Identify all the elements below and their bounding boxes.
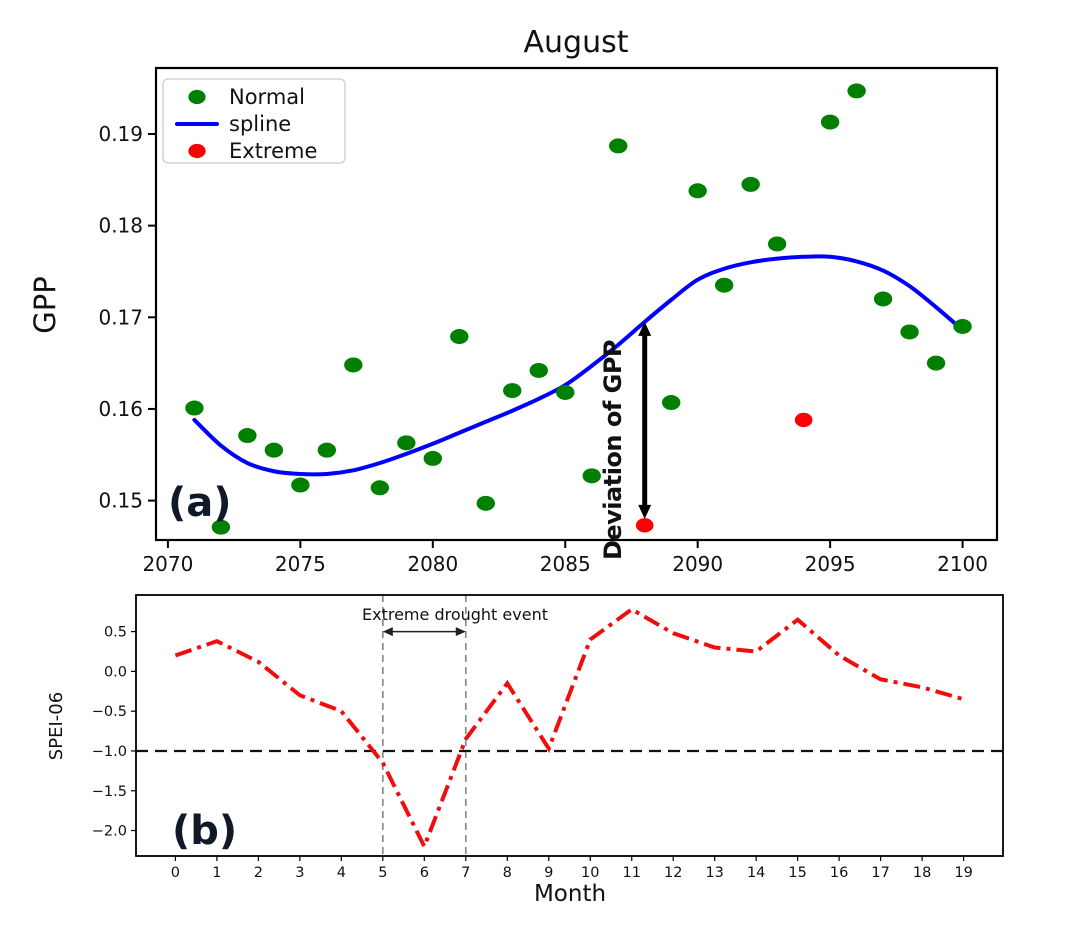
normal-point	[370, 480, 390, 496]
normal-point	[211, 519, 231, 535]
normal-point	[344, 357, 363, 373]
plot-a: 2070 2075 2080 2085 2090 2095 2100 0.15 0.16 0.17…	[28, 25, 999, 576]
plot-b-frame	[135, 594, 1004, 857]
normal-point	[847, 83, 866, 99]
drought-arrow-head-right	[455, 627, 466, 637]
drought-arrow-head-left	[382, 627, 393, 637]
normal-point	[714, 277, 734, 293]
normal-point	[820, 114, 840, 130]
normal-point	[291, 477, 310, 493]
plot-a-y-axis-label: GPP	[28, 276, 62, 333]
x-tick-label: 18	[913, 865, 931, 881]
plot-b-x-axis-label: Month	[534, 881, 606, 907]
y-tick-label: 0.0	[104, 664, 127, 680]
y-tick-label: 0.15	[98, 489, 143, 513]
normal-point	[767, 236, 787, 252]
plot-b-data-layer: 0 1 2 3 4 5 6 7 8 9 10 11 12 13 14 15 16 17 18 190.50.0−0.5…	[92, 595, 1003, 881]
x-tick-label: 12	[664, 865, 682, 881]
x-tick-label: 5	[378, 865, 387, 881]
normal-point	[503, 383, 522, 399]
x-tick-label: 15	[788, 865, 806, 881]
normal-point	[741, 176, 760, 192]
normal-point	[900, 324, 919, 340]
legend-extreme-label: Extreme	[229, 139, 317, 163]
x-tick-label: 2085	[540, 552, 591, 576]
legend-box	[162, 78, 346, 164]
plot-a-data-layer: 2070 2075 2080 2085 2090 2095 2100 0.15 0.16 0.17…	[98, 83, 988, 576]
normal-point	[556, 384, 575, 400]
x-tick-label: 16	[830, 865, 848, 881]
panel-a-label: (a)	[168, 480, 232, 526]
y-tick-label: 0.18	[98, 214, 143, 238]
normal-point	[661, 395, 681, 411]
x-tick-label: 17	[871, 865, 889, 881]
spline-curve	[192, 254, 965, 477]
x-tick-label: 13	[705, 865, 723, 881]
plot-b-y-axis-label: SPEI-06	[46, 692, 67, 760]
x-tick-label: 19	[954, 865, 972, 881]
x-tick-label: 4	[337, 865, 346, 881]
x-tick-label: 2	[254, 865, 263, 881]
normal-point	[450, 329, 469, 345]
x-tick-label: 2095	[805, 552, 856, 576]
x-tick-label: 2090	[672, 552, 723, 576]
y-tick-label: 0.19	[98, 122, 143, 146]
y-tick-label: 0.17	[98, 305, 143, 329]
x-tick-label: 2100	[937, 552, 988, 576]
legend-normal-dot-icon	[188, 89, 206, 105]
x-tick-label: 1	[212, 865, 221, 881]
normal-point	[317, 442, 337, 458]
y-tick-label: −2.0	[92, 824, 127, 840]
legend-extreme-dot-icon	[188, 143, 206, 159]
normal-point	[397, 435, 416, 451]
normal-point	[609, 138, 628, 154]
x-tick-label: 11	[622, 865, 640, 881]
normal-point	[582, 468, 601, 484]
deviation-arrow-head-down	[638, 504, 652, 519]
normal-point	[873, 291, 893, 307]
x-tick-label: 7	[461, 865, 470, 881]
normal-point	[238, 428, 257, 444]
plot-a-title: August	[524, 25, 629, 60]
plot-a-frame	[154, 66, 999, 542]
normal-point	[185, 400, 204, 416]
x-tick-label: 10	[581, 865, 599, 881]
legend-spline-label: spline	[229, 112, 291, 136]
plot-a-legend: Normal spline Extreme	[162, 78, 346, 164]
x-tick-label: 2080	[407, 552, 458, 576]
extreme-point	[635, 518, 654, 533]
normal-point	[476, 495, 495, 511]
y-tick-label: 0.16	[98, 397, 143, 421]
x-tick-label: 2070	[142, 552, 193, 576]
y-tick-label: −0.5	[92, 704, 127, 720]
x-tick-label: 6	[420, 865, 429, 881]
drought-event-annotation-label: Extreme drought event	[362, 605, 548, 624]
y-tick-label: −1.0	[92, 744, 127, 760]
normal-point	[688, 183, 707, 199]
y-tick-label: 0.5	[104, 625, 127, 641]
deviation-arrow-head-up	[638, 321, 652, 336]
normal-point	[529, 362, 548, 378]
normal-point	[264, 442, 284, 458]
normal-point	[926, 355, 946, 371]
x-tick-label: 14	[747, 865, 765, 881]
x-tick-label: 3	[295, 865, 304, 881]
spei-line	[174, 606, 965, 852]
x-tick-label: 9	[544, 865, 553, 881]
normal-point	[953, 318, 972, 334]
deviation-annotation-label: Deviation of GPP	[599, 340, 627, 560]
plot-b: 0 1 2 3 4 5 6 7 8 9 10 11 12 13 14 15 16 17 18 190.50.0−0.5…	[46, 594, 1004, 907]
panel-b-label: (b)	[172, 808, 237, 854]
x-tick-label: 2075	[275, 552, 326, 576]
legend-normal-label: Normal	[229, 85, 305, 109]
y-tick-label: −1.5	[92, 784, 127, 800]
x-tick-label: 0	[171, 865, 180, 881]
x-tick-label: 8	[503, 865, 512, 881]
normal-point	[423, 450, 443, 466]
extreme-point	[794, 412, 813, 428]
